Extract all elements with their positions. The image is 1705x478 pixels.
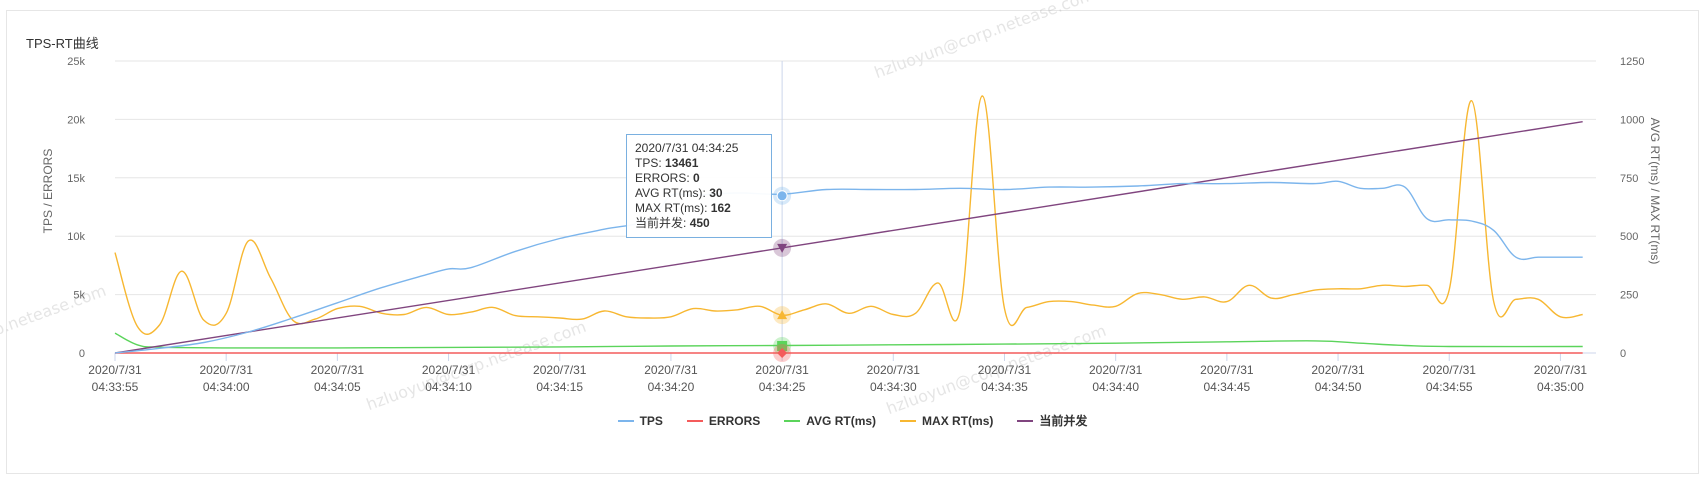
legend-label-errors: ERRORS: [708, 413, 761, 428]
x-tick-date: 2020/7/31: [1311, 363, 1365, 377]
left-axis-label: TPS / ERRORS: [41, 149, 55, 234]
tooltip-time: 2020/7/31 04:34:25: [635, 141, 739, 155]
tooltip-avg-rt: AVG RT(ms): 30: [635, 186, 723, 200]
tooltip-max-rt: MAX RT(ms): 162: [635, 201, 731, 215]
x-tick-time: 04:34:00: [203, 380, 250, 394]
legend-item-concurrency[interactable]: 当前并发: [1017, 412, 1087, 429]
series-line-tps: [114, 180, 1583, 354]
right-axis-label: AVG RT(ms) / MAX RT(ms): [1648, 118, 1662, 265]
right-tick-label: 500: [1620, 231, 1638, 243]
legend: TPS ERRORS AVG RT(ms) MAX RT(ms) 当前并发: [0, 412, 1705, 429]
x-tick-time: 04:33:55: [92, 380, 139, 394]
tooltip-errors: ERRORS: 0: [635, 171, 700, 185]
series-line-avg_rt: [114, 332, 1583, 349]
legend-item-avg-rt[interactable]: AVG RT(ms): [784, 412, 876, 429]
series-lines: [114, 95, 1583, 354]
tooltip-concurrency: 当前并发: 450: [635, 216, 710, 230]
legend-item-max-rt[interactable]: MAX RT(ms): [900, 412, 993, 429]
x-tick-date: 2020/7/31: [1534, 363, 1588, 377]
x-axis-ticks: 2020/7/31 04:33:55 2020/7/31 04:34:00 2020/7…: [88, 353, 1587, 394]
marker-tps: [776, 190, 788, 202]
x-tick-date: 2020/7/31: [311, 363, 365, 377]
x-tick-date: 2020/7/31: [755, 363, 809, 377]
legend-item-errors[interactable]: ERRORS: [686, 412, 761, 429]
x-tick-date: 2020/7/31: [978, 363, 1032, 377]
legend-label-concurrency: 当前并发: [1039, 414, 1088, 428]
left-tick-label: 0: [79, 348, 85, 360]
left-tick-label: 10k: [67, 231, 85, 243]
legend-label-max-rt: MAX RT(ms): [922, 413, 994, 428]
legend-swatch-concurrency: [1017, 419, 1034, 422]
legend-swatch-tps: [617, 419, 634, 422]
legend-swatch-max-rt: [900, 419, 917, 422]
x-tick-time: 04:34:55: [1426, 380, 1473, 394]
series-line-max_rt: [114, 95, 1583, 335]
x-tick-time: 04:34:05: [314, 380, 361, 394]
right-tick-label: 750: [1620, 173, 1638, 185]
chart-title: TPS-RT曲线: [26, 36, 99, 51]
x-tick-date: 2020/7/31: [422, 363, 476, 377]
tooltip: 2020/7/31 04:34:25 TPS: 13461 ERRORS: 0 …: [626, 134, 772, 238]
left-axis-ticks: 0 5k 10k 15k 20k 25k: [67, 56, 85, 360]
x-tick-time: 04:34:45: [1204, 380, 1251, 394]
x-tick-date: 2020/7/31: [88, 363, 142, 377]
x-tick-date: 2020/7/31: [644, 363, 698, 377]
legend-item-tps[interactable]: TPS: [617, 412, 663, 429]
x-tick-date: 2020/7/31: [1423, 363, 1477, 377]
right-tick-label: 250: [1620, 290, 1638, 302]
x-tick-time: 04:34:25: [759, 380, 806, 394]
right-tick-label: 1000: [1620, 114, 1644, 126]
x-tick-date: 2020/7/31: [867, 363, 921, 377]
chart-panel: [6, 10, 1699, 474]
right-axis-ticks: 0 250 500 750 1000 1250: [1620, 56, 1644, 360]
x-tick-date: 2020/7/31: [1089, 363, 1143, 377]
x-tick-time: 04:34:35: [981, 380, 1028, 394]
x-tick-time: 04:34:50: [1315, 380, 1362, 394]
x-tick-time: 04:34:40: [1092, 380, 1139, 394]
series-line-concurrency: [114, 121, 1583, 354]
marker-errors: [777, 348, 788, 358]
left-tick-label: 20k: [67, 114, 85, 126]
marker-avg-rt: [777, 340, 788, 351]
x-tick-time: 04:34:15: [536, 380, 583, 394]
left-tick-label: 15k: [67, 173, 85, 185]
legend-label-avg-rt: AVG RT(ms): [806, 413, 877, 428]
x-tick-date: 2020/7/31: [533, 363, 587, 377]
x-tick-date: 2020/7/31: [199, 363, 253, 377]
left-tick-label: 5k: [73, 290, 85, 302]
right-tick-label: 1250: [1620, 56, 1644, 68]
x-tick-time: 04:34:10: [425, 380, 472, 394]
legend-swatch-avg-rt: [784, 419, 801, 422]
left-tick-label: 25k: [67, 56, 85, 68]
marker-max-rt: [777, 310, 788, 320]
hover-markers: [773, 61, 792, 362]
legend-swatch-errors: [686, 419, 703, 422]
x-tick-time: 04:35:00: [1537, 380, 1584, 394]
legend-label-tps: TPS: [639, 413, 663, 428]
x-tick-time: 04:34:20: [648, 380, 695, 394]
x-tick-time: 04:34:30: [870, 380, 917, 394]
tooltip-tps: TPS: 13461: [635, 156, 699, 170]
marker-concurrency: [777, 243, 788, 253]
x-tick-date: 2020/7/31: [1200, 363, 1254, 377]
right-tick-label: 0: [1620, 348, 1626, 360]
